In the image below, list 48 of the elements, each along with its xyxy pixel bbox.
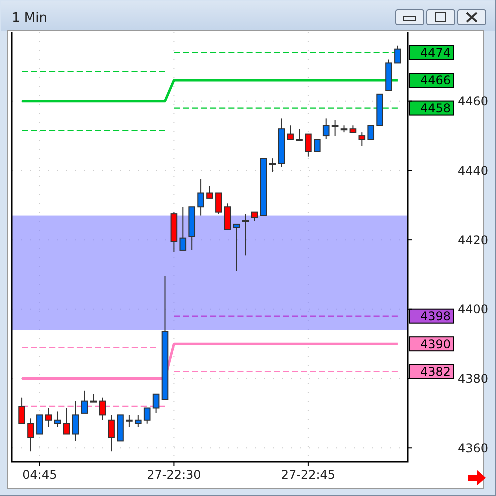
candlestick bbox=[224, 203, 232, 230]
y-tick-label: 4380 bbox=[458, 372, 489, 386]
candlestick bbox=[216, 192, 222, 215]
candlestick bbox=[296, 128, 303, 141]
candlestick bbox=[368, 125, 375, 140]
data-label: 4398 bbox=[420, 310, 451, 324]
candlestick bbox=[54, 411, 62, 428]
y-tick-label: 4400 bbox=[458, 302, 489, 317]
candlestick bbox=[18, 397, 26, 424]
candlestick bbox=[72, 400, 80, 442]
candlestick bbox=[322, 118, 330, 140]
y-tick-label: 4420 bbox=[458, 233, 489, 248]
candlestick bbox=[242, 214, 250, 256]
candlestick bbox=[287, 125, 294, 140]
candlestick bbox=[332, 120, 339, 137]
candlestick bbox=[305, 134, 312, 158]
candlestick bbox=[394, 45, 402, 64]
candlestick bbox=[358, 132, 366, 147]
candlestick bbox=[180, 206, 187, 251]
data-label: 4474 bbox=[420, 46, 451, 60]
candlestick bbox=[144, 408, 151, 424]
candlestick bbox=[206, 186, 214, 199]
y-tick-label: 4360 bbox=[458, 441, 489, 456]
candlestick bbox=[314, 139, 321, 152]
candlestick bbox=[269, 158, 276, 173]
x-tick-label: 04:45 bbox=[22, 468, 58, 482]
data-label: 4458 bbox=[420, 101, 451, 116]
data-label: 4466 bbox=[420, 74, 451, 88]
x-tick-label: 27-22:30 bbox=[147, 468, 202, 482]
candlestick bbox=[45, 408, 52, 428]
candlestick bbox=[63, 408, 70, 435]
x-tick-label: 27-22:45 bbox=[281, 468, 336, 482]
candlestick bbox=[233, 224, 240, 272]
candlestick bbox=[81, 390, 88, 414]
data-label: 4390 bbox=[420, 337, 451, 352]
candlestick bbox=[198, 178, 204, 216]
y-tick-label: 4440 bbox=[458, 164, 489, 178]
candlestick bbox=[28, 418, 34, 452]
candlestick bbox=[36, 414, 44, 435]
chart-title: 1 Min bbox=[12, 11, 48, 26]
y-tick-label: 4460 bbox=[458, 94, 489, 109]
candlestick bbox=[99, 397, 106, 421]
candlestick bbox=[134, 414, 142, 428]
candlestick bbox=[108, 414, 115, 452]
candlestick bbox=[90, 394, 98, 403]
data-label: 4382 bbox=[420, 365, 451, 380]
candlestick bbox=[126, 414, 133, 428]
candlestick bbox=[152, 394, 160, 414]
